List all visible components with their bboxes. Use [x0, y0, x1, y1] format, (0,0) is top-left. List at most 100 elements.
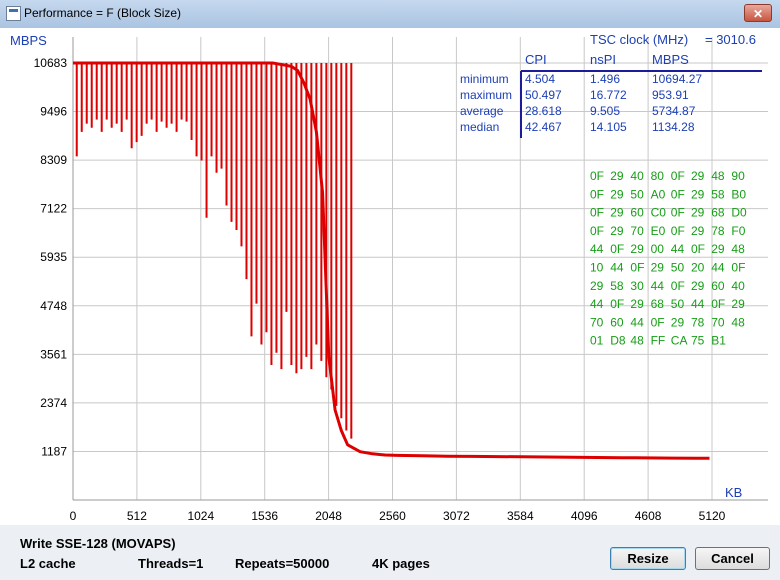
hex-byte: FF	[651, 334, 666, 348]
hex-byte: 60	[711, 279, 725, 293]
stats-column-header: MBPS	[652, 52, 689, 67]
hex-byte: E0	[651, 224, 666, 238]
hex-byte: D0	[731, 206, 747, 220]
hex-byte: 30	[630, 279, 644, 293]
hex-byte: CA	[671, 334, 688, 348]
hex-byte: 48	[731, 315, 745, 329]
stats-row-label: minimum	[460, 72, 509, 86]
hex-byte: 68	[651, 297, 665, 311]
hex-byte: B0	[731, 187, 746, 201]
x-tick-label: 4096	[571, 509, 598, 523]
hex-byte: 44	[590, 242, 604, 256]
hex-byte: 01	[590, 334, 604, 348]
x-tick-label: 2560	[379, 509, 406, 523]
hex-byte: 78	[711, 224, 725, 238]
stats-value: 5734.87	[652, 104, 696, 118]
hex-byte: 50	[630, 187, 644, 201]
threads-label: Threads=1	[138, 556, 204, 571]
hex-byte: 0F	[731, 261, 745, 275]
hex-byte: 00	[651, 242, 665, 256]
hex-byte: 48	[711, 169, 725, 183]
y-tick-label: 8309	[40, 153, 67, 167]
hex-byte: 0F	[671, 187, 685, 201]
y-tick-label: 10683	[34, 56, 68, 70]
y-tick-label: 3561	[40, 347, 67, 361]
stats-column-header: nsPI	[590, 52, 616, 67]
cache-label: L2 cache	[20, 556, 76, 571]
hex-byte: 0F	[651, 315, 665, 329]
stats-value: 953.91	[652, 88, 689, 102]
hex-byte: 50	[671, 261, 685, 275]
hex-byte: 44	[711, 261, 725, 275]
hex-byte: 0F	[590, 224, 604, 238]
x-tick-label: 1536	[251, 509, 278, 523]
hex-byte: 40	[630, 169, 644, 183]
y-tick-label: 1187	[41, 444, 67, 458]
hex-byte: 29	[691, 224, 705, 238]
title-bar: Performance = F (Block Size) ✕	[0, 0, 780, 29]
stats-row-label: median	[460, 120, 499, 134]
hex-byte: 48	[731, 242, 745, 256]
y-tick-label: 9496	[40, 105, 67, 119]
status-panel: Write SSE-128 (MOVAPS) L2 cache Threads=…	[0, 525, 780, 580]
hex-byte: 29	[691, 187, 705, 201]
hex-byte: 80	[651, 169, 665, 183]
x-tick-label: 1024	[187, 509, 214, 523]
x-tick-label: 2048	[315, 509, 342, 523]
stats-value: 50.497	[525, 88, 562, 102]
performance-chart: 0 512 1024 1536 2048 2560 3072 3584 4096 4608 5120…	[10, 32, 768, 523]
hex-byte: 0F	[590, 169, 604, 183]
method-label: Write SSE-128 (MOVAPS)	[20, 536, 176, 551]
series-line-0	[73, 61, 710, 460]
stats-column-header: CPI	[525, 52, 547, 67]
y-tick-label: 5935	[40, 250, 67, 264]
hex-byte: 44	[671, 242, 685, 256]
hex-byte: 44	[630, 315, 644, 329]
stats-value: 28.618	[525, 104, 562, 118]
hex-byte: A0	[651, 187, 666, 201]
hex-byte: 29	[610, 224, 624, 238]
stats-value: 14.105	[590, 120, 627, 134]
stats-row-label: average	[460, 104, 504, 118]
stats-value: 42.467	[525, 120, 562, 134]
hex-byte: 60	[630, 206, 644, 220]
stats-value: 9.505	[590, 104, 620, 118]
hex-byte: 44	[590, 297, 604, 311]
hex-byte: 40	[731, 279, 745, 293]
hex-byte: 0F	[590, 187, 604, 201]
hex-byte: 29	[610, 206, 624, 220]
hex-byte: 0F	[630, 261, 644, 275]
hex-byte: 29	[651, 261, 665, 275]
hex-byte: 0F	[711, 297, 725, 311]
hex-byte: 29	[630, 242, 644, 256]
hex-byte: 29	[671, 315, 685, 329]
close-button[interactable]: ✕	[744, 4, 772, 22]
stats-value: 10694.27	[652, 72, 702, 86]
hex-byte: 58	[610, 279, 624, 293]
hex-byte: 29	[691, 169, 705, 183]
cancel-button[interactable]: Cancel	[695, 547, 770, 570]
y-axis-label: MBPS	[10, 33, 47, 48]
stats-value: 1.496	[590, 72, 620, 86]
pages-label: 4K pages	[372, 556, 430, 571]
y-tick-label: 2374	[40, 396, 67, 410]
plot-area	[0, 28, 780, 525]
x-tick-label: 512	[127, 509, 147, 523]
hex-byte: 68	[711, 206, 725, 220]
hex-byte: 29	[711, 242, 725, 256]
hex-byte: 29	[691, 206, 705, 220]
hex-byte: 0F	[590, 206, 604, 220]
hex-byte: 70	[630, 224, 644, 238]
tsc-clock-value: = 3010.6	[705, 32, 756, 47]
hex-byte: 29	[691, 279, 705, 293]
x-tick-label: 0	[70, 509, 77, 523]
hex-byte: 0F	[671, 206, 685, 220]
hex-byte: 29	[630, 297, 644, 311]
resize-button[interactable]: Resize	[610, 547, 686, 570]
hex-byte: 0F	[610, 242, 624, 256]
app-window-icon	[6, 6, 21, 21]
x-tick-label: 3072	[443, 509, 470, 523]
hex-byte: 29	[610, 187, 624, 201]
stats-value: 1134.28	[652, 120, 695, 134]
hex-byte: 0F	[671, 169, 685, 183]
